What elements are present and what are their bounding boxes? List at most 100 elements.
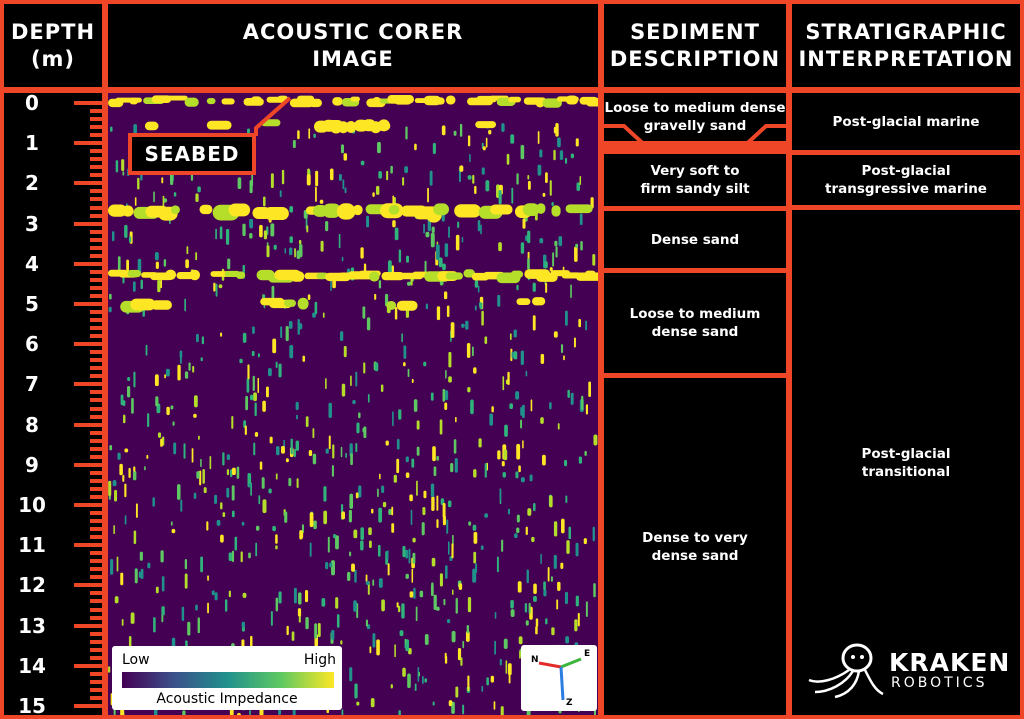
impedance-speck: [198, 435, 200, 440]
impedance-speck: [433, 466, 437, 477]
impedance-speck: [298, 592, 302, 605]
depth-label-5: 5: [25, 292, 39, 316]
impedance-speck: [522, 218, 526, 229]
depth-tick: [90, 285, 104, 290]
impedance-speck: [514, 533, 518, 539]
impedance-speck: [455, 416, 457, 423]
impedance-speck: [511, 187, 514, 204]
impedance-speck: [335, 597, 339, 609]
impedance-speck: [417, 667, 420, 682]
impedance-speck: [377, 141, 381, 154]
impedance-speck: [540, 353, 545, 364]
impedance-band: [151, 300, 172, 310]
impedance-speck: [376, 639, 380, 656]
impedance-speck: [308, 449, 313, 457]
impedance-speck: [565, 636, 570, 644]
impedance-speck: [496, 556, 499, 573]
header-strat: STRATIGRAPHIC INTERPRETATION: [792, 4, 1020, 87]
impedance-speck: [289, 206, 294, 213]
impedance-speck: [139, 551, 143, 561]
impedance-speck: [527, 230, 531, 244]
impedance-speck: [331, 465, 334, 477]
sediment-unit-5: Dense to very dense sand: [604, 378, 786, 715]
impedance-speck: [468, 521, 472, 526]
impedance-speck: [520, 406, 524, 416]
impedance-band: [565, 204, 593, 214]
impedance-speck: [315, 170, 319, 187]
impedance-speck: [394, 644, 396, 658]
impedance-speck: [593, 434, 598, 446]
impedance-speck: [552, 252, 555, 267]
depth-tick: [90, 277, 104, 282]
depth-label-11: 11: [18, 533, 46, 558]
impedance-speck: [345, 452, 347, 458]
impedance-speck: [391, 506, 394, 516]
impedance-speck: [165, 368, 170, 377]
impedance-band: [165, 269, 177, 280]
impedance-speck: [144, 466, 146, 471]
impedance-speck: [349, 667, 353, 682]
impedance-speck: [480, 224, 482, 235]
impedance-speck: [431, 226, 435, 234]
impedance-speck: [510, 134, 515, 144]
impedance-speck: [432, 701, 435, 706]
impedance-speck: [424, 678, 428, 683]
impedance-speck: [466, 343, 471, 358]
impedance-speck: [140, 568, 144, 579]
impedance-band: [206, 97, 216, 105]
impedance-speck: [153, 617, 156, 633]
impedance-speck: [407, 368, 410, 378]
impedance-band: [522, 203, 540, 217]
impedance-speck: [134, 197, 137, 206]
impedance-speck: [344, 187, 347, 194]
impedance-speck: [499, 488, 502, 500]
impedance-speck: [351, 563, 355, 572]
depth-tick: [90, 213, 104, 218]
impedance-speck: [312, 312, 316, 318]
depth-tick: [90, 165, 104, 170]
impedance-speck: [442, 263, 446, 271]
impedance-speck: [231, 467, 236, 476]
impedance-speck: [459, 123, 463, 137]
impedance-speck: [419, 590, 424, 598]
impedance-speck: [402, 545, 406, 558]
impedance-speck: [539, 149, 543, 158]
depth-tick: [90, 446, 104, 451]
impedance-speck: [252, 375, 255, 392]
impedance-speck: [289, 236, 293, 244]
impedance-speck: [130, 612, 135, 624]
axis-n-label: N: [531, 655, 539, 665]
impedance-speck: [206, 521, 209, 531]
impedance-speck: [473, 367, 477, 374]
impedance-band: [189, 269, 201, 281]
impedance-speck: [273, 244, 277, 250]
depth-tick: [74, 422, 104, 427]
depth-tick: [90, 454, 104, 459]
header-corer: ACOUSTIC CORER IMAGE: [108, 4, 598, 87]
impedance-band: [432, 97, 445, 105]
impedance-speck: [342, 179, 345, 190]
impedance-speck: [338, 174, 342, 181]
impedance-speck: [394, 227, 399, 241]
impedance-speck: [245, 395, 249, 411]
impedance-speck: [471, 346, 474, 357]
depth-tick: [90, 133, 104, 138]
impedance-speck: [184, 558, 188, 570]
impedance-speck: [555, 246, 558, 258]
impedance-speck: [240, 551, 243, 563]
impedance-speck: [319, 199, 324, 204]
impedance-speck: [354, 683, 358, 699]
impedance-speck: [459, 165, 464, 172]
impedance-speck: [592, 526, 595, 542]
impedance-speck: [263, 196, 266, 207]
impedance-speck: [520, 144, 525, 160]
impedance-speck: [249, 232, 253, 239]
impedance-speck: [575, 595, 579, 607]
impedance-speck: [505, 660, 508, 674]
impedance-speck: [353, 600, 357, 612]
depth-tick: [90, 655, 104, 660]
impedance-speck: [307, 294, 311, 300]
impedance-speck: [527, 508, 532, 516]
impedance-speck: [467, 597, 472, 613]
impedance-speck: [520, 419, 522, 429]
